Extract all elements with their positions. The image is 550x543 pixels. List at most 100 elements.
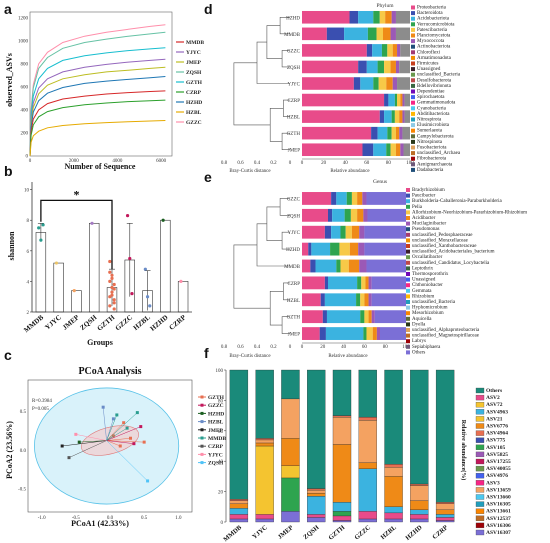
e-bar-segment — [364, 225, 406, 239]
d-bar-segment — [395, 27, 410, 41]
d-bar-segment — [392, 77, 398, 90]
e-bar-segment — [372, 327, 377, 340]
f-ylabel: Relative abundance(%) — [460, 420, 467, 481]
f-bar-segment — [410, 369, 429, 485]
a-legend-label: HZHD — [186, 100, 202, 106]
e-bar-tick: 0 — [301, 345, 304, 350]
c-sample-point — [142, 440, 146, 444]
c-legend-marker — [200, 428, 204, 432]
e-bar-segment — [339, 242, 350, 256]
f-bar-segment — [281, 438, 300, 466]
d-row-label: GZTH — [287, 132, 301, 137]
e-legend-swatch — [406, 305, 410, 310]
f-xtick-label: CZRP — [431, 524, 449, 541]
a-xtick-label: 4000 — [112, 159, 123, 164]
d-legend-swatch — [411, 67, 415, 72]
d-legend-swatch — [411, 167, 415, 172]
e-legend-label: unclassified_Pedosphaeraceae — [412, 233, 473, 238]
b-bar — [177, 281, 189, 313]
b-data-point — [128, 256, 132, 261]
a-ytick-label: 0 — [26, 155, 29, 160]
d-bar-segment — [383, 27, 391, 41]
f-legend-label: ASV16307 — [486, 530, 511, 536]
e-legend-swatch — [406, 227, 410, 232]
f-bar-segment — [410, 485, 429, 501]
f-bar-segment — [255, 445, 274, 515]
c-legend-marker — [200, 436, 204, 440]
d-legend-label: Firmicutes — [417, 62, 438, 67]
d-bar-segment — [399, 126, 403, 140]
e-legend-label: unclassified_Acidobacteriales_bacterium — [412, 250, 495, 255]
f-bar-segment — [332, 444, 352, 503]
e-row-label: GZZC — [287, 197, 301, 202]
c-spoke-line — [106, 426, 141, 441]
f-legend-label: ASV13659 — [486, 487, 511, 493]
d-bar-segment — [400, 44, 410, 57]
d-legend-swatch — [411, 78, 415, 83]
d-legend-label: Fusobacteriota — [417, 146, 447, 151]
d-xlabel-tree: Bray-Curtis distance — [229, 169, 271, 174]
d-row-label: ZQSH — [287, 66, 300, 71]
f-legend-label: ASV21 — [486, 416, 503, 422]
e-bar-segment — [358, 242, 365, 256]
c-sample-point — [146, 479, 150, 483]
e-legend-swatch — [406, 193, 410, 198]
e-bar-segment — [328, 276, 358, 290]
f-legend-label: ASV12537 — [486, 516, 511, 522]
e-legend-label: Gemmata — [412, 289, 432, 294]
a-series-line — [29, 66, 166, 157]
b-xlabel: Groups — [87, 338, 113, 347]
a-ytick-label: 1000 — [18, 39, 29, 44]
d-bar-segment — [386, 143, 391, 157]
e-tree-tick: 0 — [289, 345, 292, 350]
d-bar-tick: 60 — [364, 161, 370, 166]
e-bar-segment — [302, 276, 325, 290]
e-bar-segment — [351, 225, 360, 239]
d-legend-swatch — [411, 95, 415, 100]
f-bar-segment — [358, 518, 377, 523]
e-bar-segment — [302, 192, 332, 205]
e-bar-segment — [368, 276, 372, 290]
e-legend-label: Mesorhizobium — [412, 311, 444, 316]
a-legend-label: JMEP — [186, 60, 202, 66]
f-legend-swatch — [475, 480, 485, 486]
d-legend-label: Actinobacteriota — [417, 45, 451, 50]
e-legend-swatch — [406, 322, 410, 327]
c-legend-marker — [200, 420, 204, 424]
f-bar-segment — [358, 511, 377, 520]
e-bar-segment — [302, 208, 328, 222]
f-bar-segment — [435, 502, 455, 504]
c-spoke-line — [106, 412, 138, 441]
c-sample-point — [129, 436, 132, 440]
a-series-line — [29, 24, 166, 157]
f-bar-segment — [332, 511, 352, 517]
f-bar-segment — [255, 369, 274, 439]
d-legend-swatch — [411, 5, 415, 10]
b-xtick-label: JMEP — [61, 313, 81, 332]
b-significance-star: * — [73, 187, 79, 201]
d-legend-swatch — [411, 156, 415, 161]
b-data-point — [54, 261, 59, 265]
panel-label-c: c — [4, 347, 12, 363]
e-bar-segment — [368, 293, 372, 307]
f-bar-segment — [255, 439, 274, 444]
e-dendrogram-branch — [233, 244, 271, 309]
e-legend-label: unclassified_Candidatus_Locybactelia — [412, 261, 490, 266]
b-xtick-label: GZZC — [114, 313, 134, 332]
d-bar-segment — [353, 77, 361, 90]
f-legend-swatch — [475, 423, 485, 429]
d-bar-segment — [360, 77, 374, 90]
e-bar-segment — [351, 192, 358, 205]
b-data-point — [112, 307, 116, 311]
a-legend-label: YJYC — [186, 50, 201, 56]
d-tree-tick: 0 — [289, 161, 292, 166]
c-sample-point — [135, 411, 139, 415]
e-bar-segment — [357, 276, 362, 290]
e-legend-label: Thermosporothrix — [412, 272, 449, 277]
d-legend-swatch — [411, 27, 415, 32]
f-bar-segment — [255, 514, 274, 520]
e-legend-label: Occallatibacter — [412, 255, 443, 260]
b-xtick-label: YJYC — [44, 313, 63, 331]
d-tree-tick: 0.2 — [270, 161, 277, 166]
c-sample-point — [77, 440, 81, 444]
